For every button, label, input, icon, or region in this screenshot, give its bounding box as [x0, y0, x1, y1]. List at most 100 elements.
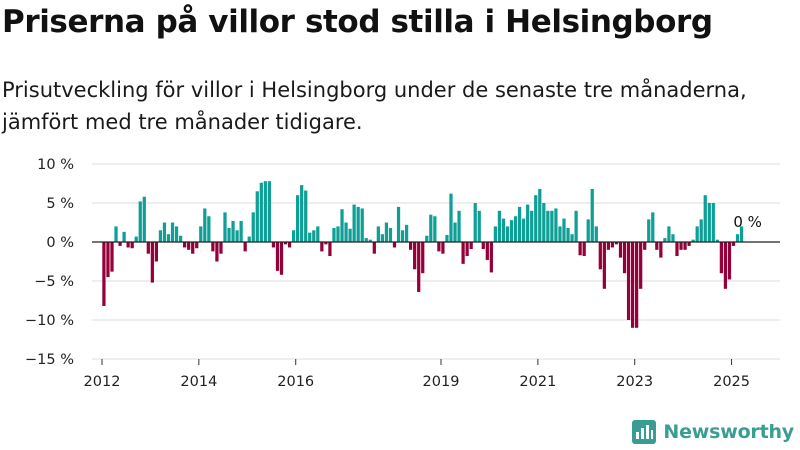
bar — [368, 239, 372, 242]
bar — [162, 222, 167, 242]
bar — [174, 226, 179, 242]
bar — [655, 242, 659, 250]
x-tick-label: 2021 — [519, 374, 556, 390]
bar — [598, 242, 602, 270]
bar — [723, 242, 728, 289]
bar — [291, 230, 296, 242]
x-tick-label: 2016 — [277, 374, 314, 390]
bar — [296, 195, 300, 242]
bar — [651, 212, 655, 242]
chart-subtitle: Prisutveckling för villor i Helsingborg … — [2, 78, 747, 134]
bar — [453, 222, 457, 242]
bar — [610, 242, 615, 248]
bar — [392, 242, 397, 248]
bar — [433, 216, 437, 242]
bar — [207, 216, 211, 242]
bar — [429, 214, 433, 242]
bar — [352, 204, 356, 242]
tick-labels: 10 % 5 % 0 % −5 % −10 % −15 % 2012 2014 2016 2019… — [25, 157, 762, 390]
y-tick-label: −15 % — [25, 352, 74, 368]
bar — [376, 226, 380, 242]
bar — [731, 242, 736, 246]
bar — [235, 230, 239, 242]
bar — [255, 191, 259, 242]
bar — [554, 208, 558, 242]
bar — [271, 242, 276, 248]
bar — [522, 218, 526, 242]
bar — [449, 193, 453, 242]
bar — [275, 242, 280, 271]
value-annotation: 0 % — [733, 213, 762, 231]
bar — [215, 242, 219, 262]
bar — [707, 203, 711, 242]
bar — [166, 234, 171, 242]
bar — [364, 238, 368, 242]
bar — [735, 234, 740, 242]
bar — [558, 226, 562, 242]
bar — [546, 210, 550, 242]
y-tick-label: 5 % — [46, 196, 74, 212]
bar — [639, 242, 643, 289]
bar — [578, 242, 582, 256]
bar — [259, 182, 263, 242]
bar — [247, 236, 251, 242]
bar — [126, 242, 130, 248]
bar — [534, 195, 538, 242]
bar — [187, 242, 191, 250]
x-tick-label: 2019 — [423, 374, 460, 390]
bar — [130, 242, 134, 249]
bar — [711, 203, 715, 242]
bar — [110, 242, 114, 272]
bar — [493, 226, 497, 242]
bar — [727, 242, 732, 280]
x-tick-label: 2012 — [84, 374, 121, 390]
bar — [227, 227, 231, 242]
bar — [263, 181, 267, 242]
bar — [413, 242, 417, 270]
bar — [372, 242, 376, 254]
bar — [251, 212, 255, 242]
bar — [477, 210, 481, 242]
bar — [336, 226, 340, 242]
bar — [211, 242, 215, 252]
bar — [231, 220, 235, 242]
bar — [380, 234, 384, 242]
bar — [134, 236, 138, 242]
y-tick-label: 10 % — [37, 157, 74, 173]
bar — [695, 226, 699, 242]
bar — [122, 231, 126, 242]
bar — [618, 242, 623, 258]
bar — [312, 230, 316, 242]
bar — [445, 234, 449, 242]
y-tick-label: −5 % — [34, 274, 74, 290]
y-tick-label: 0 % — [46, 235, 74, 251]
bar — [283, 242, 288, 245]
bar-chart: 10 % 5 % 0 % −5 % −10 % −15 % 2012 2014 2016 2019… — [25, 157, 780, 390]
bar — [388, 227, 393, 242]
bar — [643, 242, 647, 250]
bar — [332, 227, 336, 242]
bar — [304, 190, 308, 242]
bar — [469, 242, 473, 250]
x-tick-label: 2025 — [713, 374, 750, 390]
bar — [287, 242, 292, 248]
x-tick-label: 2014 — [180, 374, 217, 390]
bar — [316, 226, 320, 242]
bar — [501, 218, 506, 242]
bar — [114, 226, 118, 242]
bar — [691, 239, 695, 242]
bar — [570, 234, 574, 242]
bar — [473, 203, 477, 242]
bar — [513, 216, 518, 242]
bar — [421, 242, 425, 274]
bar — [566, 227, 570, 242]
bar — [538, 188, 542, 242]
bar — [203, 208, 207, 242]
bar — [526, 204, 530, 242]
bar — [223, 212, 227, 242]
bar — [671, 234, 675, 242]
bar — [574, 210, 578, 242]
bar — [106, 242, 110, 278]
bar — [348, 228, 352, 242]
bar — [344, 222, 348, 242]
